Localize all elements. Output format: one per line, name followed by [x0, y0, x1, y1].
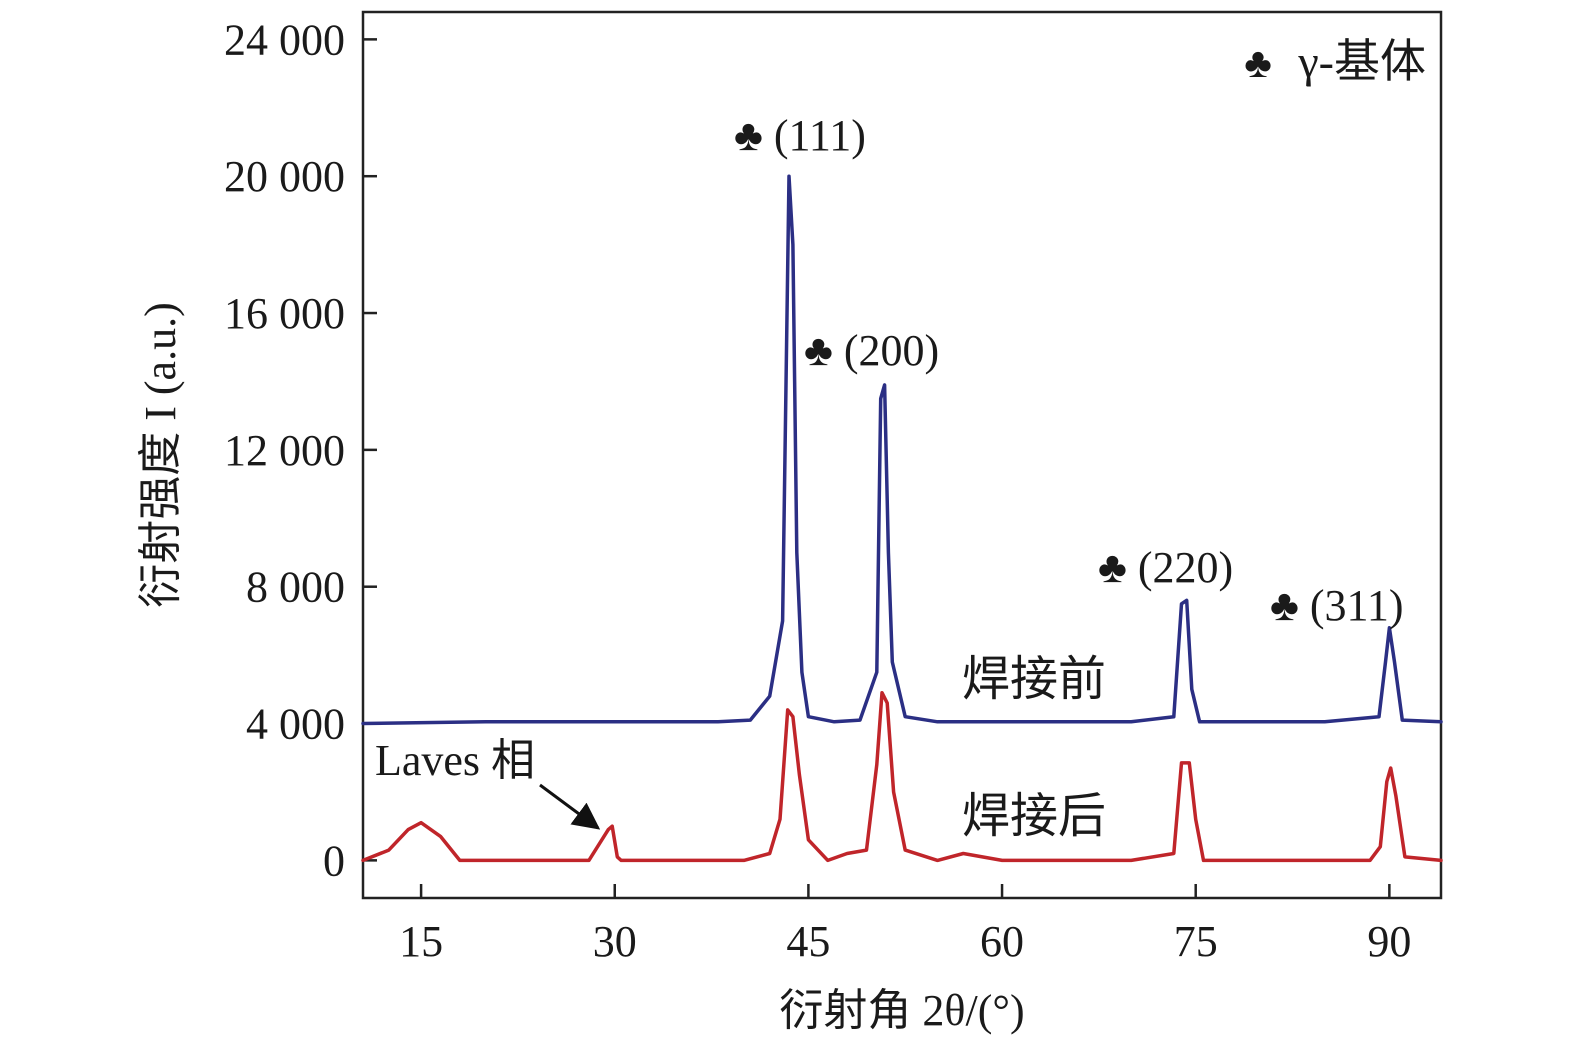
- x-tick-label: 45: [786, 917, 830, 966]
- x-tick-label: 75: [1174, 917, 1218, 966]
- y-tick-label: 24 000: [224, 15, 345, 64]
- x-axis: 15 30 45 60 75 90: [399, 884, 1411, 966]
- x-axis-title: 衍射角 2θ/(°): [779, 986, 1024, 1035]
- x-tick-label: 60: [980, 917, 1024, 966]
- series-before-welding-line: [361, 174, 1443, 726]
- series-after-welding-line: [361, 690, 1443, 863]
- x-tick-label: 30: [593, 917, 637, 966]
- peak-label-111: ♣ (111): [734, 111, 866, 160]
- x-tick-label: 15: [399, 917, 443, 966]
- x-tick-label: 90: [1367, 917, 1411, 966]
- label-before-welding: 焊接前: [962, 653, 1106, 706]
- y-axis: 0 4 000 8 000 12 000 16 000 20 000 24 000: [224, 15, 377, 885]
- peak-label-311: ♣ (311): [1270, 581, 1404, 630]
- legend-text: γ-基体: [1297, 36, 1426, 87]
- y-tick-label: 20 000: [224, 152, 345, 201]
- y-tick-label: 16 000: [224, 289, 345, 338]
- label-after-welding: 焊接后: [962, 790, 1106, 843]
- label-laves-phase: Laves 相: [375, 736, 535, 785]
- y-tick-label: 0: [323, 836, 345, 885]
- series-layer: [361, 174, 1443, 863]
- peak-label-200: ♣ (200): [804, 326, 939, 375]
- plot-frame: [361, 10, 1443, 900]
- y-tick-label: 4 000: [246, 700, 345, 749]
- legend-club-icon: ♣: [1244, 41, 1272, 87]
- laves-arrow: [539, 783, 601, 830]
- y-axis-title: 衍射强度 I (a.u.): [136, 302, 185, 608]
- y-tick-label: 12 000: [224, 426, 345, 475]
- peak-label-220: ♣ (220): [1098, 543, 1233, 592]
- y-tick-label: 8 000: [246, 563, 345, 612]
